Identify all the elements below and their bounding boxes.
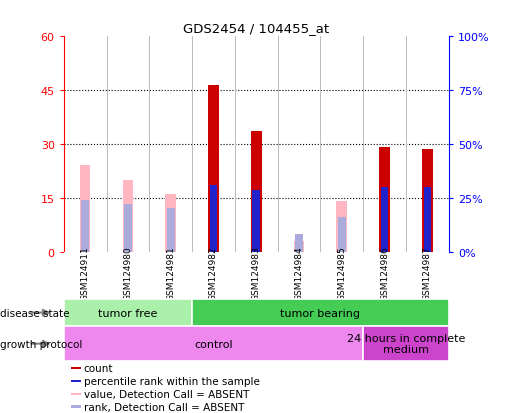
Text: growth protocol: growth protocol: [0, 339, 82, 349]
Text: GSM124911: GSM124911: [80, 246, 90, 301]
Bar: [122, 180, 133, 252]
Bar: [166, 209, 174, 252]
Bar: [252, 191, 260, 252]
Bar: [71, 380, 80, 382]
Text: GSM124987: GSM124987: [422, 246, 431, 301]
Text: count: count: [83, 363, 113, 373]
Title: GDS2454 / 104455_at: GDS2454 / 104455_at: [183, 21, 329, 35]
Bar: [192, 299, 448, 326]
Text: rank, Detection Call = ABSENT: rank, Detection Call = ABSENT: [83, 401, 244, 411]
Bar: [295, 235, 302, 252]
Text: percentile rank within the sample: percentile rank within the sample: [83, 376, 259, 386]
Bar: [380, 188, 388, 252]
Bar: [71, 406, 80, 408]
Text: GSM124986: GSM124986: [379, 246, 388, 301]
Bar: [336, 202, 347, 252]
Bar: [79, 166, 90, 252]
Bar: [423, 188, 431, 252]
Text: tumor bearing: tumor bearing: [280, 308, 360, 318]
Bar: [208, 85, 218, 252]
Text: GSM124982: GSM124982: [209, 246, 217, 301]
Bar: [81, 200, 89, 252]
Text: GSM124985: GSM124985: [336, 246, 346, 301]
Bar: [64, 299, 192, 326]
Bar: [71, 367, 80, 369]
Bar: [250, 132, 261, 252]
Text: disease state: disease state: [0, 308, 69, 318]
Bar: [64, 326, 362, 361]
Bar: [209, 185, 217, 252]
Text: GSM124984: GSM124984: [294, 246, 303, 301]
Bar: [124, 205, 131, 252]
Bar: [421, 150, 432, 252]
Bar: [71, 393, 80, 395]
Bar: [165, 195, 176, 252]
Bar: [379, 148, 389, 252]
Bar: [250, 247, 261, 252]
Text: 24 hours in complete
medium: 24 hours in complete medium: [346, 333, 464, 355]
Bar: [293, 241, 304, 252]
Text: control: control: [194, 339, 232, 349]
Text: GSM124980: GSM124980: [123, 246, 132, 301]
Bar: [362, 326, 448, 361]
Bar: [337, 218, 345, 252]
Text: value, Detection Call = ABSENT: value, Detection Call = ABSENT: [83, 389, 249, 399]
Text: GSM124981: GSM124981: [166, 246, 175, 301]
Text: GSM124983: GSM124983: [251, 246, 260, 301]
Text: tumor free: tumor free: [98, 308, 157, 318]
